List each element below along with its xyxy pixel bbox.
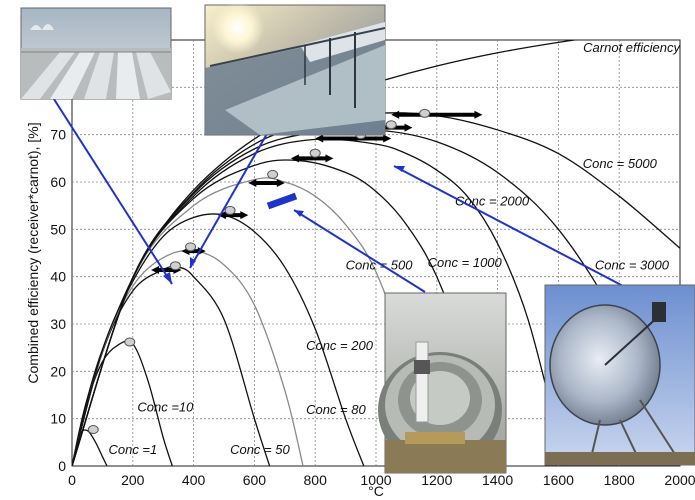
- optimum-point: [169, 261, 181, 271]
- x-tick-label: 2000: [664, 472, 695, 488]
- x-tick-label: 400: [182, 472, 206, 488]
- photo-parabolic-trough: [20, 7, 172, 100]
- curve-conc-10: [72, 340, 173, 466]
- pointer-lines: [51, 95, 626, 293]
- x-tick-label: 1400: [482, 472, 513, 488]
- operating-range-arrow-left: [290, 154, 299, 163]
- label-conc-80: Conc = 80: [306, 402, 366, 417]
- x-tick-label: 1000: [360, 472, 391, 488]
- photo-parabolic-dish: [544, 284, 695, 466]
- label-conc-200: Conc = 200: [306, 338, 374, 353]
- x-tick-label: 0: [68, 472, 76, 488]
- operating-range-arrow-left: [217, 211, 226, 220]
- optimum-points: [87, 108, 431, 435]
- arrowhead-trough: [163, 272, 172, 284]
- y-tick-label: 0: [58, 458, 66, 474]
- arrowhead-tower: [294, 210, 304, 217]
- optimum-point: [124, 337, 136, 347]
- label-conc-1000: Conc = 1000: [428, 255, 503, 270]
- label-conc-2000: Conc = 2000: [455, 194, 530, 209]
- label-conc-3000: Conc = 3000: [595, 258, 670, 273]
- label-carnot-efficiency: Carnot efficiency: [583, 40, 681, 55]
- tick-labels: 0 200 400 600 800 1000 1200 1400 1600 1800 2000 0 10…: [50, 79, 695, 488]
- label-conc-50: Conc = 50: [230, 442, 290, 457]
- operating-range-arrow-right: [404, 123, 413, 132]
- pointer-line-tower: [293, 209, 426, 293]
- y-tick-label: 70: [50, 127, 66, 143]
- label-conc-5000: Conc = 5000: [583, 156, 658, 171]
- y-tick-label: 40: [50, 269, 66, 285]
- operating-range-arrow-right: [383, 134, 392, 143]
- optimum-point: [419, 108, 431, 118]
- arrowhead-dish: [394, 166, 405, 172]
- optimum-point: [385, 120, 397, 130]
- optimum-point: [267, 169, 279, 179]
- optimum-point: [309, 148, 321, 158]
- y-tick-label: 30: [50, 316, 66, 332]
- arrowhead-linear: [190, 257, 196, 268]
- pointer-arrowheads: [163, 166, 405, 284]
- pointer-line-linear: [189, 131, 269, 269]
- operating-range-arrow-right: [474, 110, 483, 119]
- y-tick-label: 50: [50, 221, 66, 237]
- operating-ranges: [151, 110, 483, 275]
- operating-range-arrow-right: [325, 154, 334, 163]
- operating-range-arrow-left: [151, 266, 160, 275]
- y-tick-label: 10: [50, 411, 66, 427]
- pointer-line-trough: [51, 95, 173, 285]
- operating-range-arrow-left: [391, 110, 400, 119]
- label-conc-1: Conc =1: [108, 442, 157, 457]
- curve-labels: Carnot efficiency Conc =1 Conc =10 Conc = 5…: [108, 40, 681, 457]
- label-conc-500: Conc = 500: [346, 258, 414, 273]
- x-tick-label: 200: [121, 472, 145, 488]
- y-tick-label: 60: [50, 174, 66, 190]
- operating-range-arrow-left: [248, 178, 257, 187]
- optimum-point: [224, 205, 236, 215]
- optimum-point: [87, 425, 99, 435]
- label-conc-10: Conc =10: [137, 400, 194, 415]
- y-tick-label: 20: [50, 363, 66, 379]
- operating-range-arrow-right: [240, 211, 249, 220]
- x-tick-label: 1800: [604, 472, 635, 488]
- operating-range-arrow-left: [315, 134, 324, 143]
- x-tick-label: 600: [243, 472, 267, 488]
- photo-solar-tower: [378, 292, 507, 474]
- pointer-line-dish: [393, 165, 626, 288]
- y-axis-label: Combined efficiency (receiver*carnot), […: [25, 122, 41, 383]
- x-axis-label: °C: [368, 483, 384, 499]
- x-tick-label: 1200: [421, 472, 452, 488]
- x-tick-label: 800: [304, 472, 328, 488]
- operating-range-arrow-right: [276, 178, 285, 187]
- pointer-line-tower-bar: [266, 192, 298, 210]
- x-tick-label: 1600: [543, 472, 574, 488]
- optimum-point: [185, 242, 197, 252]
- photo-linear-collector: [204, 2, 386, 136]
- curve-conc-2000: [72, 138, 566, 466]
